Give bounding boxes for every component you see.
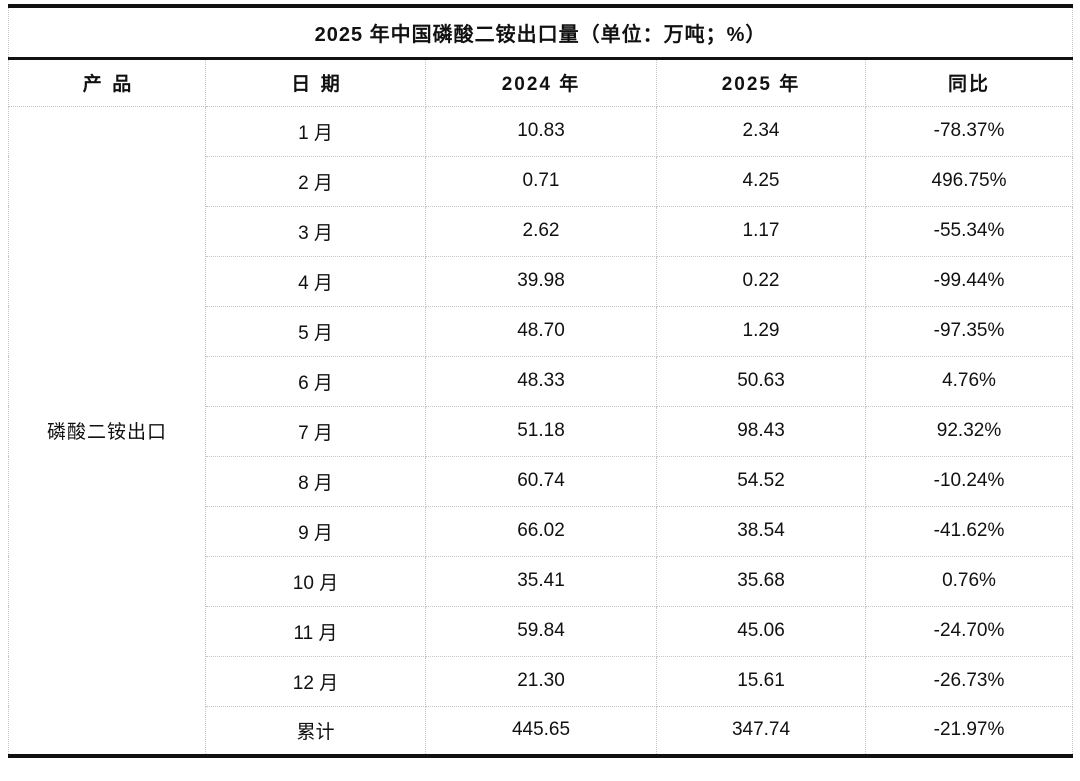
cell-2025-value: 1.29 bbox=[656, 305, 866, 357]
cell-yoy-value: 4.76% bbox=[864, 355, 1074, 407]
cell-2025-value: 2.34 bbox=[656, 105, 866, 157]
product-cell: 磷酸二铵出口 bbox=[8, 105, 206, 757]
cell-date: 1 月 bbox=[205, 105, 426, 157]
cell-2025-value: 347.74 bbox=[656, 705, 866, 757]
column-header-yoy: 同比 bbox=[864, 57, 1074, 107]
table-row: 4 月 39.98 0.22 -99.44% bbox=[9, 255, 1074, 307]
table-row: 9 月 66.02 38.54 -41.62% bbox=[9, 505, 1074, 557]
cell-date: 10 月 bbox=[205, 555, 426, 607]
column-header-product: 产品 bbox=[8, 57, 206, 107]
table-row: 磷酸二铵出口 1 月 10.83 2.34 -78.37% bbox=[8, 105, 1074, 757]
cell-yoy-value: -99.44% bbox=[864, 255, 1074, 307]
table-row: 5 月 48.70 1.29 -97.35% bbox=[9, 305, 1074, 357]
cell-yoy-value: -21.97% bbox=[864, 705, 1074, 757]
cell-date: 8 月 bbox=[205, 455, 426, 507]
cell-2024-value: 48.70 bbox=[425, 305, 657, 357]
cell-2025-value: 54.52 bbox=[656, 455, 866, 507]
cell-yoy-value: -55.34% bbox=[864, 205, 1074, 257]
cell-2024-value: 0.71 bbox=[425, 155, 657, 207]
cell-date: 累计 bbox=[205, 705, 426, 757]
cell-2024-value: 35.41 bbox=[425, 555, 657, 607]
cell-2025-value: 50.63 bbox=[656, 355, 866, 407]
cell-2025-value: 0.22 bbox=[656, 255, 866, 307]
cell-2024-value: 39.98 bbox=[425, 255, 657, 307]
table-row: 3 月 2.62 1.17 -55.34% bbox=[9, 205, 1074, 257]
cell-2024-value: 60.74 bbox=[425, 455, 657, 507]
cell-yoy-value: -26.73% bbox=[864, 655, 1074, 707]
cell-2025-value: 45.06 bbox=[656, 605, 866, 657]
cell-date: 4 月 bbox=[205, 255, 426, 307]
cell-2024-value: 51.18 bbox=[425, 405, 657, 457]
table-row: 8 月 60.74 54.52 -10.24% bbox=[9, 455, 1074, 507]
cell-yoy-value: 0.76% bbox=[864, 555, 1074, 607]
cell-2024-value: 48.33 bbox=[425, 355, 657, 407]
cell-2025-value: 35.68 bbox=[656, 555, 866, 607]
cell-date: 6 月 bbox=[205, 355, 426, 407]
column-header-2024: 2024 年 bbox=[425, 57, 657, 107]
cell-2025-value: 1.17 bbox=[656, 205, 866, 257]
table-row: 7 月 51.18 98.43 92.32% bbox=[9, 405, 1074, 457]
table-title-row: 2025 年中国磷酸二铵出口量（单位：万吨；%） bbox=[7, 5, 1074, 60]
cell-2024-value: 59.84 bbox=[425, 605, 657, 657]
table-header-row: 产品 日期 2024 年 2025 年 同比 bbox=[8, 57, 1074, 107]
cell-yoy-value: 496.75% bbox=[864, 155, 1074, 207]
table-row: 12 月 21.30 15.61 -26.73% bbox=[9, 655, 1074, 707]
table-body: 磷酸二铵出口 1 月 10.83 2.34 -78.37% 2 月 0.71 4… bbox=[8, 105, 1074, 757]
cell-date: 12 月 bbox=[205, 655, 426, 707]
cell-2025-value: 98.43 bbox=[656, 405, 866, 457]
table-row: 累计 445.65 347.74 -21.97% bbox=[9, 705, 1074, 757]
cell-2024-value: 2.62 bbox=[425, 205, 657, 257]
cell-date: 9 月 bbox=[205, 505, 426, 557]
cell-yoy-value: -24.70% bbox=[864, 605, 1074, 657]
table-title: 2025 年中国磷酸二铵出口量（单位：万吨；%） bbox=[7, 5, 1074, 60]
cell-2025-value: 4.25 bbox=[656, 155, 866, 207]
cell-yoy-value: -78.37% bbox=[864, 105, 1074, 157]
cell-2024-value: 445.65 bbox=[425, 705, 657, 757]
cell-2025-value: 15.61 bbox=[656, 655, 866, 707]
cell-date: 11 月 bbox=[205, 605, 426, 657]
column-header-date: 日期 bbox=[205, 57, 426, 107]
cell-2024-value: 21.30 bbox=[425, 655, 657, 707]
cell-yoy-value: -41.62% bbox=[864, 505, 1074, 557]
cell-date: 5 月 bbox=[205, 305, 426, 357]
cell-date: 3 月 bbox=[205, 205, 426, 257]
cell-yoy-value: -10.24% bbox=[864, 455, 1074, 507]
column-header-2025: 2025 年 bbox=[656, 57, 866, 107]
table-row: 6 月 48.33 50.63 4.76% bbox=[9, 355, 1074, 407]
cell-2024-value: 66.02 bbox=[425, 505, 657, 557]
cell-yoy-value: 92.32% bbox=[864, 405, 1074, 457]
cell-2024-value: 10.83 bbox=[425, 105, 657, 157]
export-table: 2025 年中国磷酸二铵出口量（单位：万吨；%） 产品 日期 2024 年 20… bbox=[7, 4, 1074, 758]
cell-yoy-value: -97.35% bbox=[864, 305, 1074, 357]
table-row: 2 月 0.71 4.25 496.75% bbox=[9, 155, 1074, 207]
cell-date: 7 月 bbox=[205, 405, 426, 457]
cell-2025-value: 38.54 bbox=[656, 505, 866, 557]
cell-date: 2 月 bbox=[205, 155, 426, 207]
